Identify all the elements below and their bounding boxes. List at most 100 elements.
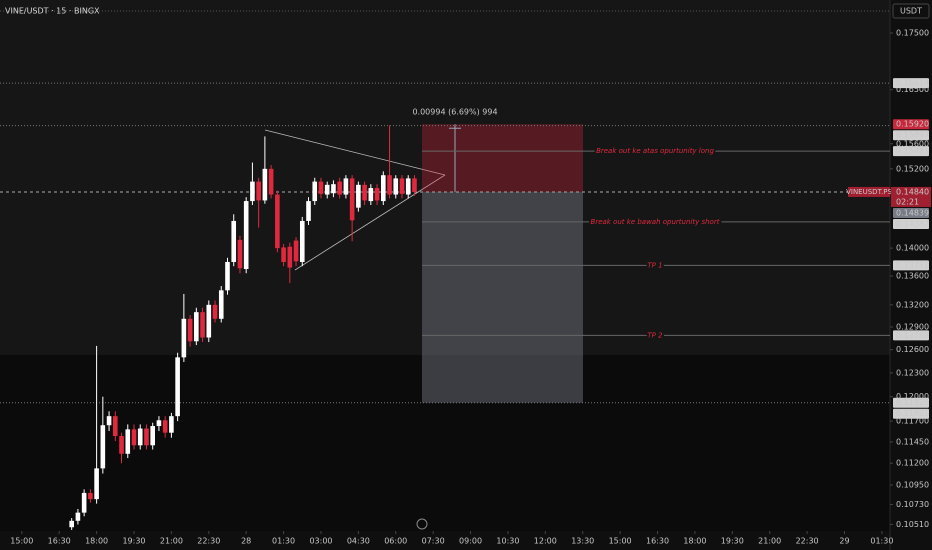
note-text: Break out ke atas opurtunity long — [596, 147, 714, 155]
note-text: Break out ke bawah opurtunity short — [591, 218, 720, 226]
x-tick-label: 01:30 — [870, 537, 893, 546]
x-tick-label: 22:30 — [197, 537, 220, 546]
y-tick-label: 0.10510 — [896, 520, 929, 529]
price-box-label: 0.14387 — [896, 219, 929, 228]
price-box — [893, 78, 929, 89]
triangle-lower — [294, 174, 446, 271]
price-axis — [890, 0, 932, 550]
note-text: TP 1 — [647, 261, 662, 269]
price-box-label: 0.14839 — [896, 208, 929, 217]
x-tick-label: 18:00 — [683, 537, 706, 546]
candle-body — [399, 178, 405, 194]
x-tick-label: 07:30 — [422, 537, 445, 546]
price-box — [893, 397, 929, 408]
price-box — [893, 130, 929, 141]
price-box — [893, 146, 929, 157]
candle-body — [218, 290, 224, 319]
replay-icon[interactable] — [416, 518, 428, 530]
candle-body — [225, 261, 230, 291]
candle-body — [343, 178, 349, 195]
candle-body — [405, 178, 411, 195]
y-tick-label: 0.17500 — [896, 29, 929, 38]
x-tick-label: 06:00 — [384, 537, 407, 546]
x-tick-label: 19:30 — [721, 537, 744, 546]
candle-body — [75, 512, 81, 521]
candle-body — [412, 178, 417, 192]
time-axis — [0, 531, 890, 550]
candle-body — [175, 357, 180, 417]
position-target-zone — [422, 124, 583, 193]
x-tick-label: 19:30 — [122, 537, 145, 546]
candle-body — [231, 220, 237, 262]
x-tick-label: 12:00 — [534, 537, 557, 546]
y-tick-label: 0.16500 — [896, 85, 929, 94]
triangle-upper — [264, 129, 446, 176]
x-tick-label: 21:00 — [758, 537, 781, 546]
candle-body — [256, 181, 261, 201]
y-tick-label: 0.10730 — [896, 500, 929, 509]
candle-body — [69, 520, 74, 528]
x-tick-label: 03:00 — [309, 537, 332, 546]
price-box-label: 0.15920 — [896, 120, 929, 129]
candle-body — [106, 416, 112, 426]
price-box-label: 0.11925 — [896, 398, 929, 407]
candle-body — [287, 246, 293, 268]
y-tick-label: 0.11200 — [896, 459, 929, 468]
currency-label: USDT — [900, 7, 922, 16]
price-box-label: 0.16614 — [896, 79, 929, 88]
y-tick-label: 0.14000 — [896, 244, 929, 253]
countdown: 02:21 — [896, 197, 919, 206]
price-box-label: 0.15897 — [896, 131, 929, 140]
candle-body — [306, 201, 311, 221]
y-tick-label: 0.13200 — [896, 300, 929, 309]
candle-body — [324, 184, 330, 195]
current-price-box — [891, 186, 931, 207]
y-tick-label: 0.15600 — [896, 139, 929, 148]
price-box-label: 0.15481 — [896, 147, 929, 156]
candle-body — [137, 428, 143, 446]
candle-body — [299, 220, 305, 262]
y-tick-label: 0.12600 — [896, 345, 929, 354]
price-box-label: 0.12788 — [896, 331, 929, 340]
x-tick-label: 16:30 — [646, 537, 669, 546]
candle-body — [88, 492, 93, 500]
session-background — [0, 0, 890, 355]
candle-body — [206, 304, 212, 338]
price-box — [893, 207, 929, 218]
candle-body — [250, 181, 255, 202]
price-box-label: 0.13751 — [896, 261, 929, 270]
candle-body — [262, 168, 268, 201]
candle-body — [162, 420, 168, 433]
y-tick-label: 0.12300 — [896, 368, 929, 377]
candle-body — [393, 178, 399, 195]
candle-body — [94, 468, 99, 500]
candle-body — [187, 318, 193, 342]
x-tick-label: 21:00 — [160, 537, 183, 546]
candle-body — [156, 420, 162, 427]
candle-body — [243, 201, 249, 269]
candle-body — [293, 240, 299, 262]
price-box — [893, 260, 929, 271]
note-text: TP 2 — [647, 331, 663, 339]
candle-body — [318, 181, 324, 194]
candle-body — [281, 247, 286, 262]
x-tick-label: 15:00 — [609, 537, 632, 546]
candle-body — [237, 239, 243, 269]
y-tick-label: 0.12000 — [896, 392, 929, 401]
candle-body — [312, 181, 318, 202]
candle-body — [113, 416, 118, 437]
measure-label: 0.00994 (6.69%) 994 — [412, 108, 497, 117]
y-tick-label: 0.12900 — [896, 322, 929, 331]
candle-body — [194, 312, 199, 342]
candle-body — [144, 428, 149, 446]
position-stop-zone — [422, 192, 583, 403]
candle-body — [268, 168, 274, 195]
candle-body — [81, 492, 87, 513]
candle-body — [387, 175, 392, 195]
y-tick-label: 0.15200 — [896, 164, 929, 173]
x-tick-label: 15:00 — [10, 537, 33, 546]
currency-badge — [892, 3, 930, 19]
x-tick-label: 29 — [839, 537, 849, 546]
price-box — [893, 408, 929, 419]
x-tick-label: 22:30 — [796, 537, 819, 546]
